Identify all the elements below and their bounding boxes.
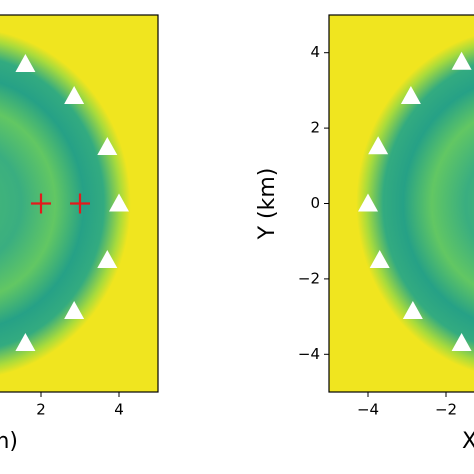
- source-marker: [31, 193, 51, 214]
- panel: 2 4 X (km): [0, 14, 159, 454]
- station-marker: [15, 54, 36, 73]
- station-marker: [109, 193, 129, 212]
- x-tick-label: −2: [435, 401, 457, 419]
- station-marker: [369, 250, 390, 269]
- axes-frame: [0, 14, 159, 393]
- field-anomaly: [0, 31, 131, 376]
- y-tick-label: −4: [298, 345, 320, 363]
- x-tick-label: 4: [114, 401, 124, 419]
- y-axis-label: Y (km): [255, 168, 280, 241]
- panel: −4 −2 4 2 0 −2 −4 X (km) Y (km): [255, 14, 474, 454]
- plot-area: [0, 15, 158, 392]
- station-marker: [402, 300, 423, 319]
- x-tick-label: 2: [36, 401, 46, 419]
- station-marker: [400, 86, 421, 105]
- source-marker: [70, 193, 90, 214]
- station-marker: [64, 300, 85, 319]
- station-marker: [15, 332, 36, 351]
- y-tick-label: 2: [310, 119, 320, 137]
- station-marker: [368, 136, 389, 155]
- station-marker: [97, 250, 118, 269]
- station-marker: [64, 86, 85, 105]
- station-marker: [97, 136, 118, 155]
- field-anomaly: [356, 35, 474, 372]
- x-axis-label: X (km): [0, 429, 18, 454]
- station-marker: [451, 51, 472, 70]
- station-marker: [451, 332, 472, 351]
- x-tick-label: −4: [357, 401, 379, 419]
- plot-area: [329, 15, 474, 392]
- x-axis-label: X (km): [462, 429, 474, 454]
- station-marker: [358, 193, 378, 212]
- y-tick-label: 0: [310, 194, 320, 212]
- y-tick-label: 4: [310, 43, 320, 61]
- y-tick-label: −2: [298, 269, 320, 287]
